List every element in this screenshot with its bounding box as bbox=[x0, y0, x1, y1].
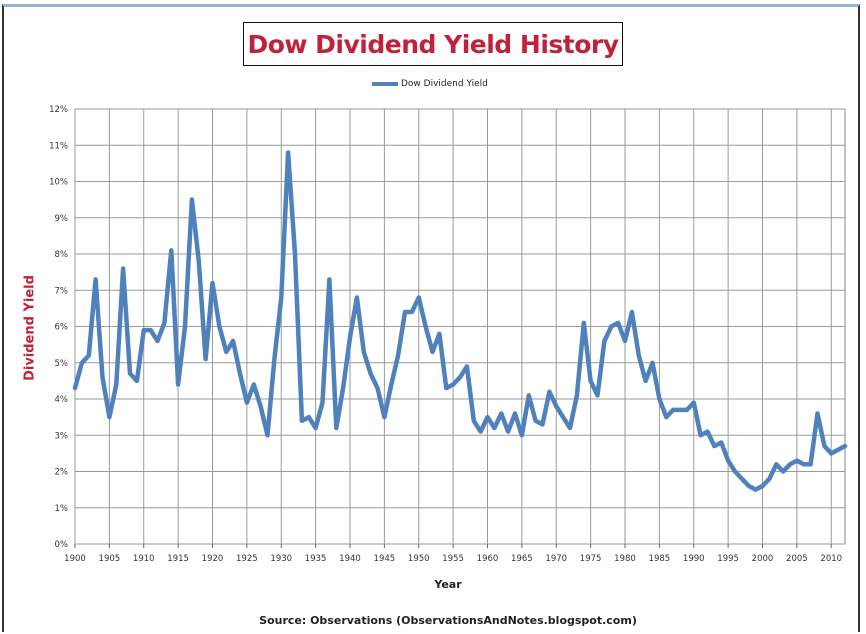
x-tick-label: 1980 bbox=[614, 554, 636, 564]
y-tick-label: 1% bbox=[55, 504, 69, 514]
x-tick-label: 1975 bbox=[580, 554, 602, 564]
x-tick-label: 1960 bbox=[477, 554, 499, 564]
x-tick-label: 1955 bbox=[442, 554, 464, 564]
y-tick-label: 2% bbox=[55, 468, 69, 478]
y-tick-label: 9% bbox=[55, 214, 69, 224]
y-tick-label: 0% bbox=[55, 540, 69, 550]
y-tick-label: 4% bbox=[55, 395, 69, 405]
y-tick-label: 12% bbox=[49, 105, 68, 115]
x-tick-label: 1910 bbox=[133, 554, 155, 564]
legend-label-dow-dividend-yield: Dow Dividend Yield bbox=[401, 79, 488, 89]
x-tick-label: 1915 bbox=[167, 554, 189, 564]
x-tick-label: 1940 bbox=[339, 554, 361, 564]
y-tick-label: 6% bbox=[55, 323, 69, 333]
chart-title-box: Dow Dividend Yield History bbox=[243, 22, 623, 66]
chart-title: Dow Dividend Yield History bbox=[247, 29, 619, 59]
x-axis-label: Year bbox=[434, 578, 462, 591]
x-tick-label: 1920 bbox=[202, 554, 224, 564]
x-tick-label: 1950 bbox=[408, 554, 430, 564]
x-tick-label: 1900 bbox=[64, 554, 86, 564]
x-tick-label: 1995 bbox=[717, 554, 739, 564]
source-note: Source: Observations (ObservationsAndNot… bbox=[259, 614, 637, 627]
legend-swatch-dow-dividend-yield bbox=[372, 82, 398, 86]
legend: Dow Dividend Yield bbox=[372, 79, 488, 89]
x-tick-label: 1985 bbox=[649, 554, 671, 564]
y-axis-label: Dividend Yield bbox=[22, 275, 38, 381]
x-tick-label: 1905 bbox=[99, 554, 121, 564]
x-tick-label: 2000 bbox=[752, 554, 774, 564]
x-tick-label: 2005 bbox=[786, 554, 808, 564]
x-tick-label: 1935 bbox=[305, 554, 327, 564]
x-tick-label: 2010 bbox=[820, 554, 842, 564]
y-tick-label: 8% bbox=[55, 250, 69, 260]
series-line-dow-dividend-yield bbox=[72, 150, 848, 492]
y-tick-label: 3% bbox=[55, 431, 69, 441]
y-tick-label: 10% bbox=[49, 178, 68, 188]
x-tick-label: 1930 bbox=[270, 554, 292, 564]
y-tick-label: 5% bbox=[55, 359, 69, 369]
x-tick-label: 1970 bbox=[545, 554, 567, 564]
x-tick-label: 1990 bbox=[683, 554, 705, 564]
x-tick-label: 1925 bbox=[236, 554, 258, 564]
x-tick-label: 1945 bbox=[374, 554, 396, 564]
y-tick-label: 7% bbox=[55, 286, 69, 296]
x-tick-label: 1965 bbox=[511, 554, 533, 564]
y-tick-label: 11% bbox=[49, 141, 68, 151]
